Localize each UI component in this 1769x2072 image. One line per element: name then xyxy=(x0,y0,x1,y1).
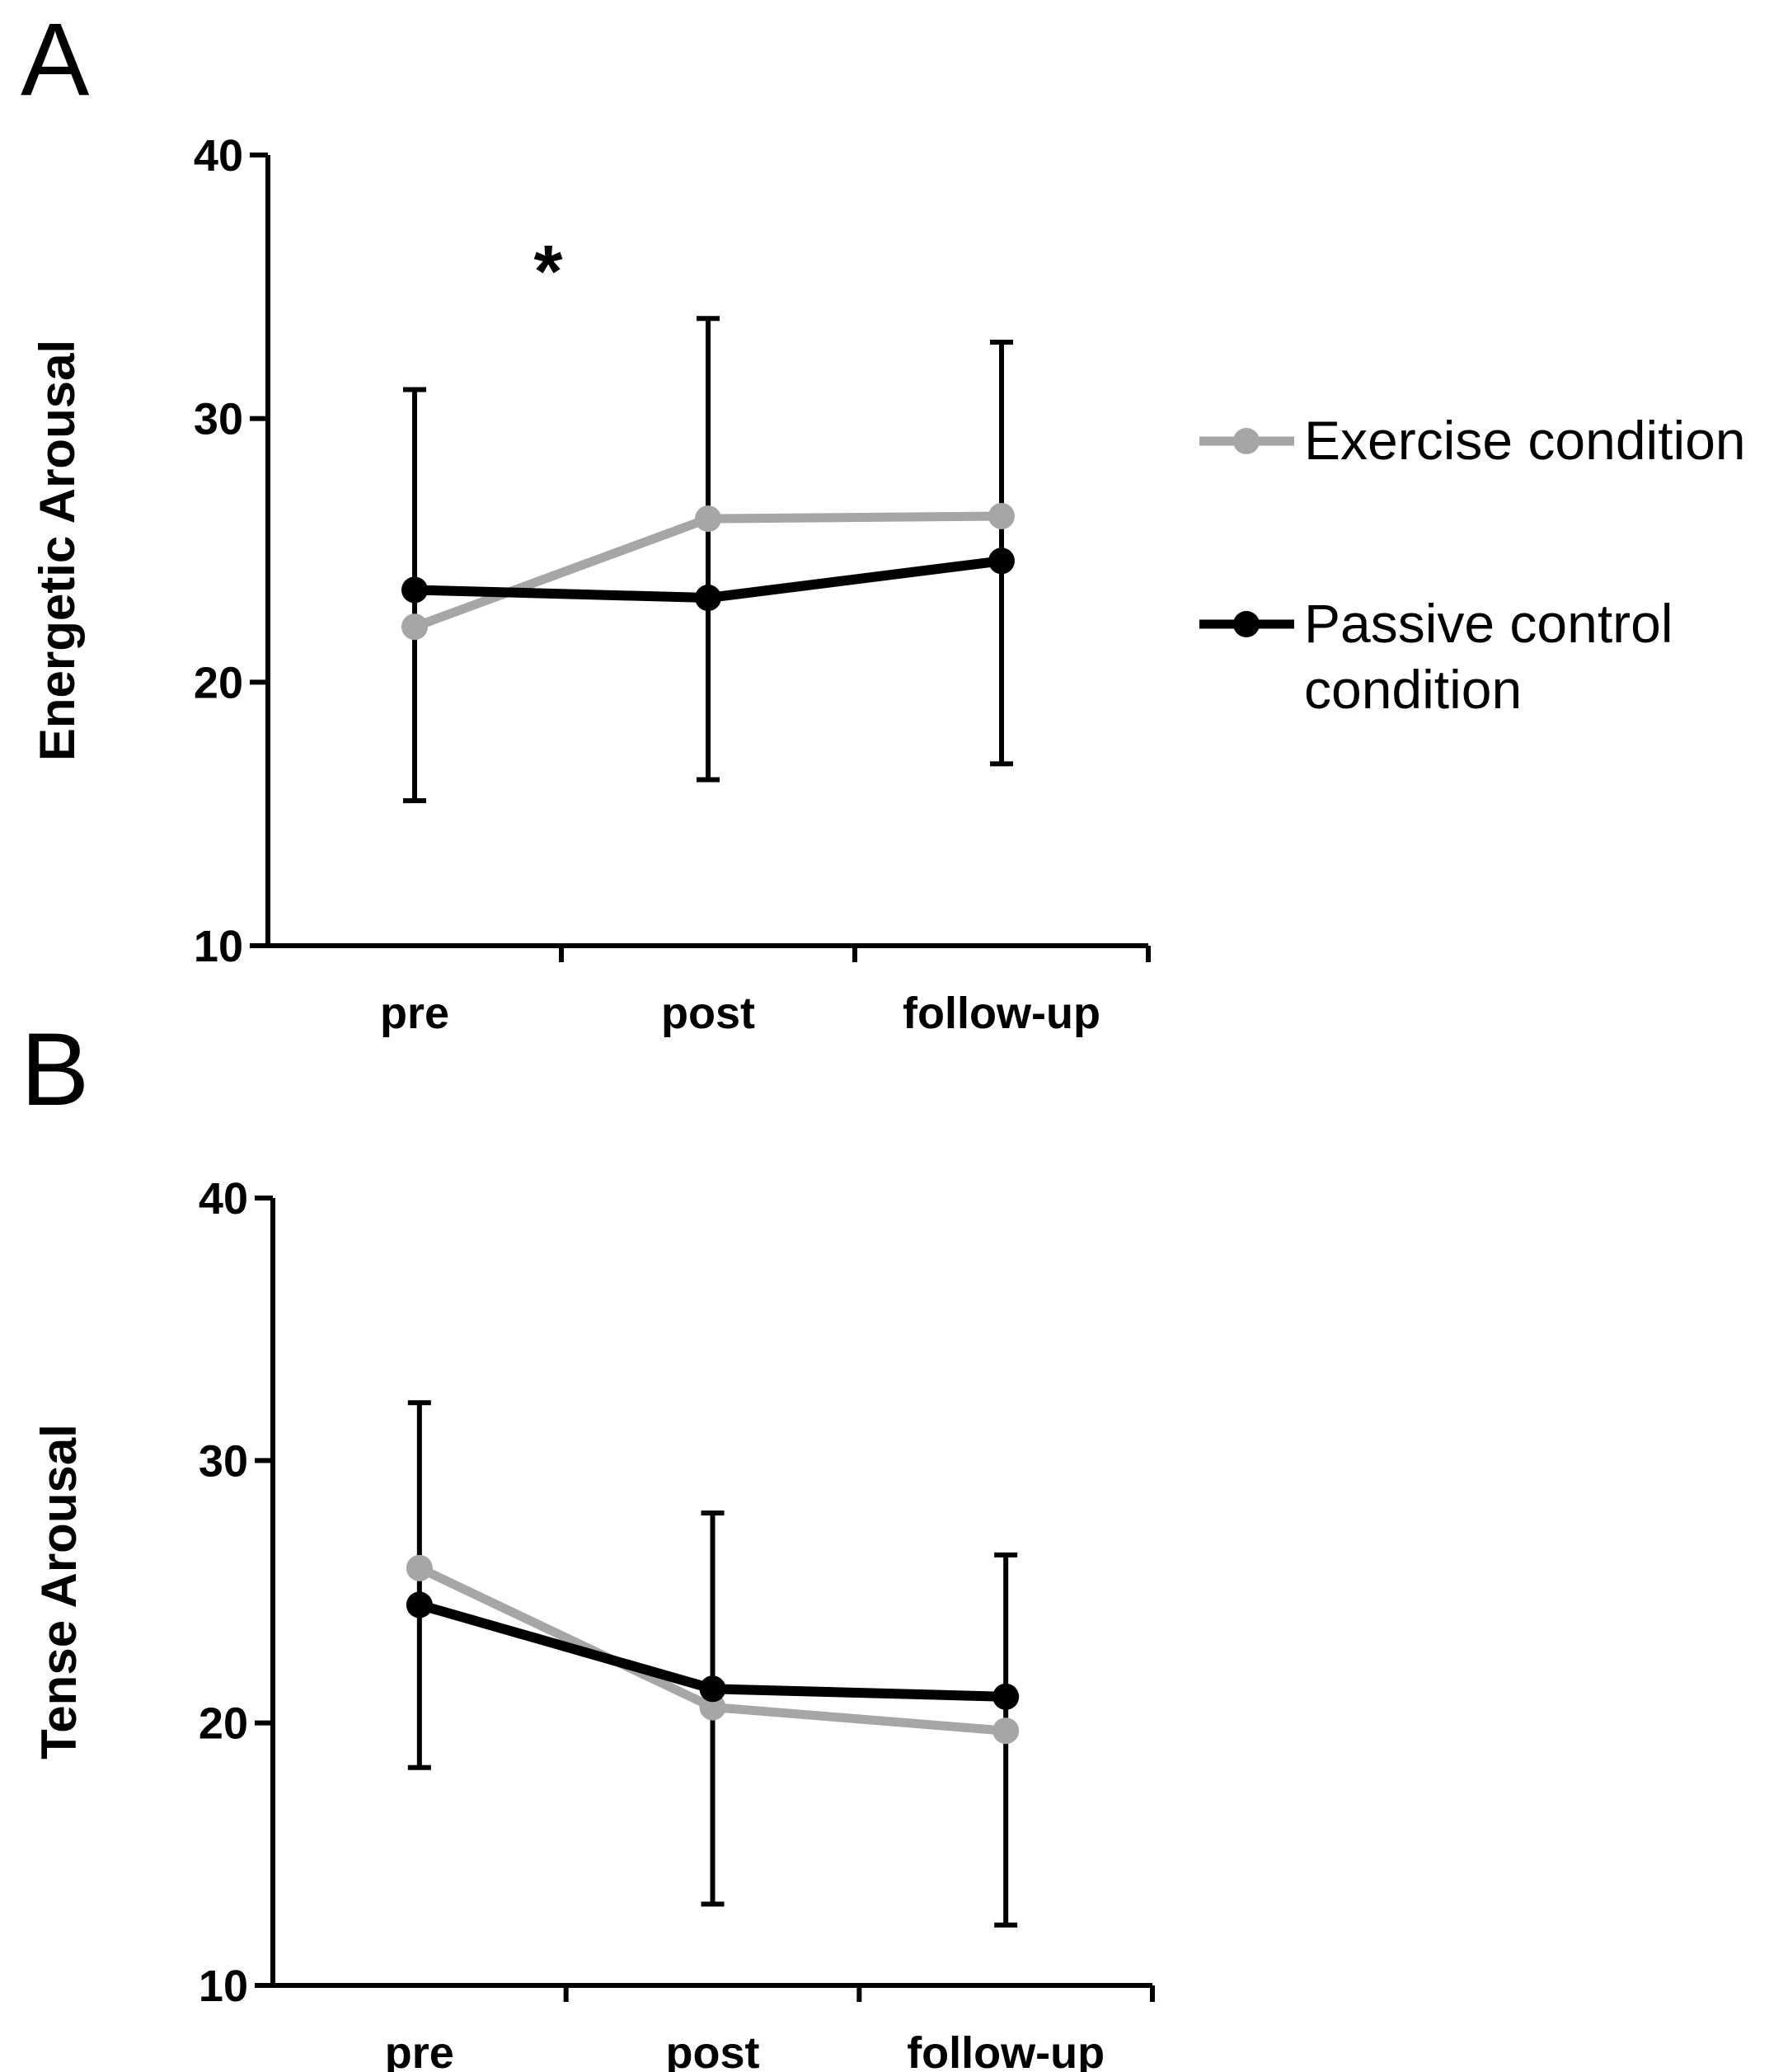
y-tick-label: 30 xyxy=(199,1436,248,1486)
passive-control-data-point xyxy=(406,1591,433,1619)
y-tick-label: 10 xyxy=(199,1962,248,2011)
passive-control-data-point xyxy=(401,576,428,604)
panel-a-letter: A xyxy=(21,2,90,117)
y-tick-label: 20 xyxy=(199,1699,248,1749)
exercise-data-point xyxy=(699,1694,726,1721)
y-tick-label: 30 xyxy=(194,395,243,444)
y-tick-label: 20 xyxy=(194,658,243,707)
exercise-data-point xyxy=(401,613,428,641)
passive-control-data-point xyxy=(699,1675,726,1703)
legend-label: Passive control xyxy=(1304,593,1673,654)
legend-label: condition xyxy=(1304,659,1522,720)
y-axis-title: Tense Arousal xyxy=(31,1424,87,1760)
x-tick-label: pre xyxy=(385,2028,454,2072)
significance-star: * xyxy=(533,231,562,313)
passive-control-data-point xyxy=(695,585,721,612)
passive-control-data-point xyxy=(992,1683,1020,1710)
x-tick-label: follow-up xyxy=(903,989,1100,1038)
x-tick-label: pre xyxy=(380,989,449,1038)
y-tick-label: 40 xyxy=(194,131,243,181)
legend: Exercise condition Passive controlconditi… xyxy=(1199,410,1746,720)
y-tick-label: 10 xyxy=(194,922,243,971)
x-tick-label: post xyxy=(666,2028,760,2072)
panel-b-chart: 10 20 30 40 pre post follow-up Tense Arousal xyxy=(31,1174,1155,2072)
x-tick-label: follow-up xyxy=(907,2028,1105,2072)
exercise-data-point xyxy=(992,1717,1020,1745)
y-axis-title: Energetic Arousal xyxy=(30,340,85,761)
legend-swatch-marker xyxy=(1233,611,1260,637)
legend-label: Exercise condition xyxy=(1304,410,1746,471)
panel-a-chart: 10 20 30 40 pre post follow-up Energetic Arousa… xyxy=(30,131,1151,1038)
x-tick-label: post xyxy=(661,989,755,1038)
y-tick-label: 40 xyxy=(199,1174,248,1224)
panel-b-letter: B xyxy=(21,1013,89,1127)
exercise-data-point xyxy=(406,1554,433,1581)
exercise-data-point xyxy=(988,502,1015,529)
legend-swatch-marker xyxy=(1233,428,1260,454)
exercise-data-point xyxy=(695,505,721,533)
passive-control-data-point xyxy=(988,547,1015,575)
